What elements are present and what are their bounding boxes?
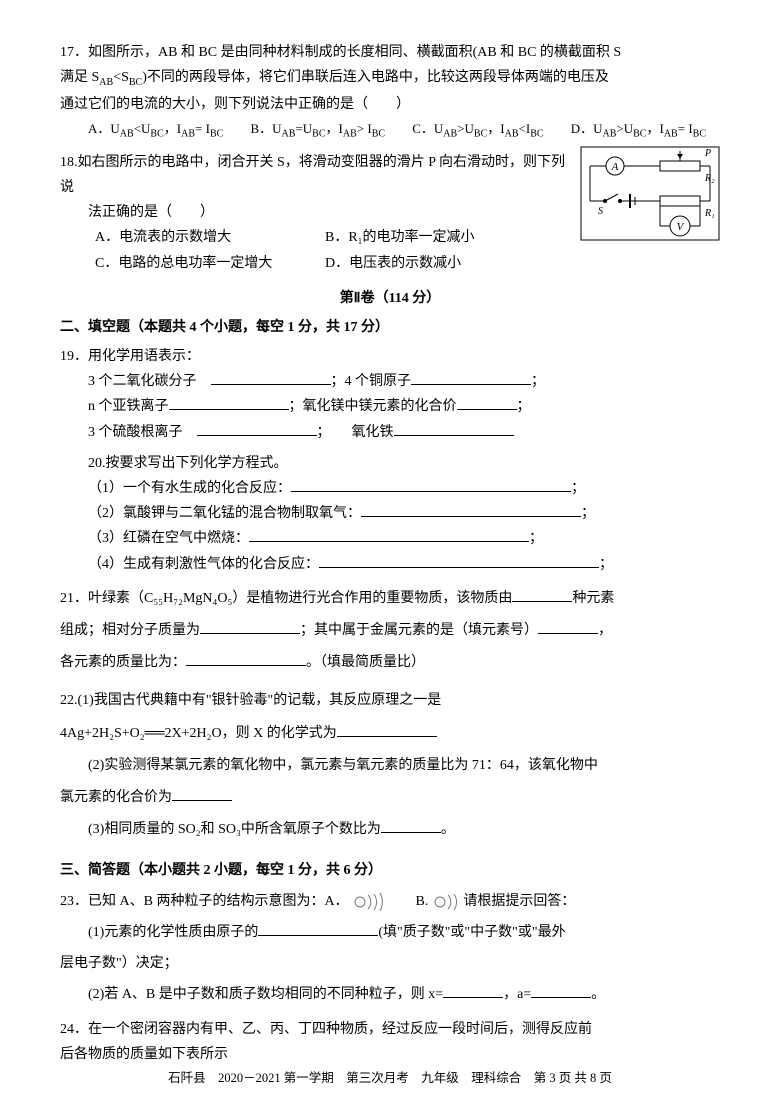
question-22: 22.(1)我国古代典籍中有"银针验毒"的记载，其反应原理之一是 4Ag+2H₂… bbox=[60, 685, 720, 846]
blank bbox=[538, 619, 598, 634]
blank bbox=[512, 587, 572, 602]
blank bbox=[258, 921, 378, 936]
q24-l1: 24．在一个密闭容器内有甲、乙、丙、丁四种物质，经过反应一段时间后，测得反应前 bbox=[60, 1017, 720, 1042]
q20-l3: （3）红磷在空气中燃烧：； bbox=[88, 526, 720, 551]
q18-opt-d: D．电压表的示数减小 bbox=[325, 251, 555, 276]
svg-text:P: P bbox=[704, 148, 711, 159]
question-18: A P R₂ R₁ S bbox=[60, 150, 720, 276]
q20-l1: （1）一个有水生成的化合反应：； bbox=[88, 476, 720, 501]
q23-l1c: 层电子数"）决定； bbox=[60, 949, 720, 980]
blank bbox=[394, 421, 514, 436]
q22-l4: (3)相同质量的 SO₂和 SO₃中所含氧原子个数比为。 bbox=[60, 814, 720, 846]
atom-structure-b-icon bbox=[432, 892, 460, 912]
blank bbox=[531, 983, 591, 998]
q17-options: A．UAB<UBC，IAB= IBC B．UAB=UBC，IAB> IBC C．… bbox=[60, 117, 720, 144]
section-2-title: 第Ⅱ卷（114 分） bbox=[60, 286, 720, 311]
blank bbox=[186, 651, 306, 666]
q20-l2: （2）氯酸钾与二氧化锰的混合物制取氧气：； bbox=[88, 501, 720, 526]
footer-right: 第 3 页 共 8 页 bbox=[534, 1071, 612, 1085]
sub-ab: AB bbox=[99, 77, 113, 88]
blank bbox=[169, 395, 289, 410]
q18-opt-c: C．电路的总电功率一定增大 bbox=[95, 251, 325, 276]
blank bbox=[361, 502, 581, 517]
q21-l1: 21．叶绿素（C₅₅H₇₂MgN₄O₅）是植物进行光合作用的重要物质，该物质由种… bbox=[60, 583, 720, 615]
q23-l2: (2)若 A、B 是中子数和质子数均相同的不同种粒子，则 x=，a=。 bbox=[60, 980, 720, 1011]
atom-structure-a-icon bbox=[352, 892, 384, 912]
exam-page: 17．如图所示，AB 和 BC 是由同种材料制成的长度相同、横截面积(AB 和 … bbox=[0, 0, 780, 1105]
q23-lead: 23．已知 A、B 两种粒子的结构示意图为：A． B. 请根据提示回答： bbox=[60, 887, 720, 918]
blank bbox=[291, 477, 571, 492]
blank bbox=[197, 421, 317, 436]
q22-l2: 4Ag+2H₂S+O₂══2X+2H₂O，则 X 的化学式为 bbox=[60, 718, 720, 750]
q17-opt-c: C．UAB>UBC，IAB<IBC bbox=[412, 117, 543, 144]
section-3-heading: 三、简答题（本小题共 2 小题，每空 1 分，共 6 分） bbox=[60, 858, 720, 883]
q17-opt-a: A．UAB<UBC，IAB= IBC bbox=[88, 117, 223, 144]
q17-line2: 满足 SAB<SBC)不同的两段导体，将它们串联后连入电路中，比较这两段导体两端… bbox=[60, 65, 720, 92]
q20-lead: 20.按要求写出下列化学方程式。 bbox=[88, 451, 720, 476]
question-24: 24．在一个密闭容器内有甲、乙、丙、丁四种物质，经过反应一段时间后，测得反应前 … bbox=[60, 1017, 720, 1067]
q21-l3: 各元素的质量比为：。（填最简质量比） bbox=[60, 647, 720, 679]
q17-opt-b: B．UAB=UBC，IAB> IBC bbox=[250, 117, 385, 144]
question-19: 19．用化学用语表示： 3 个二氧化碳分子 ；4 个铜原子； n 个亚铁离子；氧… bbox=[60, 344, 720, 445]
blank bbox=[381, 818, 441, 833]
q19-line1: 3 个二氧化碳分子 ；4 个铜原子； bbox=[60, 369, 720, 394]
q21-l2: 组成；相对分子质量为；其中属于金属元素的是（填元素号）， bbox=[60, 615, 720, 647]
q19-lead: 19．用化学用语表示： bbox=[60, 344, 720, 369]
q19-line2: n 个亚铁离子；氧化镁中镁元素的化合价； bbox=[60, 394, 720, 419]
blank bbox=[319, 553, 599, 568]
question-21: 21．叶绿素（C₅₅H₇₂MgN₄O₅）是植物进行光合作用的重要物质，该物质由种… bbox=[60, 583, 720, 680]
q17-line3: 通过它们的电流的大小，则下列说法中正确的是（ ） bbox=[60, 92, 720, 117]
q18-opt-b: B．R₁的电功率一定减小 bbox=[325, 225, 555, 250]
page-footer: 石阡县 2020－2021 第一学期 第三次月考 九年级 理科综合 第 3 页 … bbox=[0, 1067, 780, 1090]
sub-bc: BC bbox=[129, 77, 142, 88]
svg-text:A: A bbox=[611, 161, 619, 173]
blank bbox=[200, 619, 300, 634]
svg-text:S: S bbox=[598, 206, 603, 217]
blank bbox=[411, 370, 531, 385]
blank bbox=[337, 722, 437, 737]
question-17: 17．如图所示，AB 和 BC 是由同种材料制成的长度相同、横截面积(AB 和 … bbox=[60, 40, 720, 144]
q18-opt-a: A．电流表的示数增大 bbox=[95, 225, 325, 250]
question-23: 23．已知 A、B 两种粒子的结构示意图为：A． B. 请根据提示回答： (1)… bbox=[60, 887, 720, 1010]
blank bbox=[172, 786, 232, 801]
q19-line3: 3 个硫酸根离子 ； 氧化铁 bbox=[60, 420, 720, 445]
q22-l3a: (2)实验测得某氯元素的氧化物中，氯元素与氧元素的质量比为 71：64，该氧化物… bbox=[60, 750, 720, 782]
circuit-diagram-icon: A P R₂ R₁ S bbox=[580, 146, 720, 241]
section-2-heading: 二、填空题（本题共 4 个小题，每空 1 分，共 17 分） bbox=[60, 315, 720, 340]
q22-l1: 22.(1)我国古代典籍中有"银针验毒"的记载，其反应原理之一是 bbox=[60, 685, 720, 717]
q20-l4: （4）生成有刺激性气体的化合反应：； bbox=[88, 552, 720, 577]
blank bbox=[457, 395, 517, 410]
blank bbox=[443, 983, 503, 998]
blank bbox=[249, 527, 529, 542]
q17-opt-d: D．UAB>UBC，IAB= IBC bbox=[571, 117, 706, 144]
footer-left: 石阡县 2020－2021 第一学期 第三次月考 九年级 理科综合 bbox=[168, 1071, 521, 1085]
q22-l3b: 氯元素的化合价为 bbox=[60, 782, 720, 814]
q17-line1: 17．如图所示，AB 和 BC 是由同种材料制成的长度相同、横截面积(AB 和 … bbox=[60, 40, 720, 65]
q23-l1: (1)元素的化学性质由原子的(填"质子数"或"中子数"或"最外 bbox=[60, 918, 720, 949]
svg-text:R₁: R₁ bbox=[704, 208, 715, 219]
blank bbox=[211, 370, 331, 385]
question-20: 20.按要求写出下列化学方程式。 （1）一个有水生成的化合反应：； （2）氯酸钾… bbox=[60, 451, 720, 577]
q24-l2: 后各物质的质量如下表所示 bbox=[60, 1042, 720, 1067]
